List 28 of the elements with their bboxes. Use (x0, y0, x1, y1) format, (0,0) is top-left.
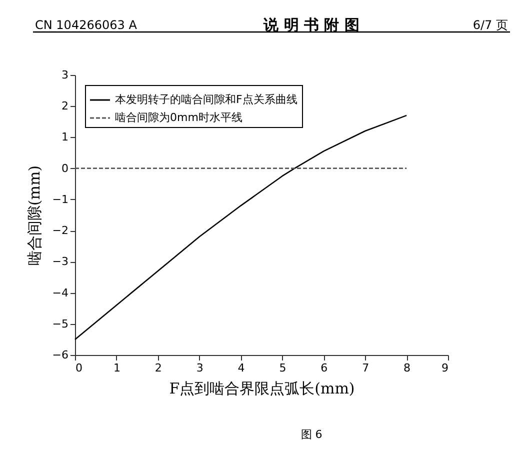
x-axis-title: F点到啮合界限点弧长(mm) (169, 380, 355, 398)
y-tick-label: 0 (62, 162, 68, 175)
legend-label: 本发明转子的啮合间隙和F点关系曲线 (115, 93, 298, 106)
y-tick-label: 1 (62, 130, 68, 144)
x-tick-label: 6 (320, 362, 328, 374)
y-tick-label: 3 (62, 68, 68, 82)
text: 说 明 书 附 图 (262, 16, 360, 34)
x-tick-label: 2 (154, 362, 162, 374)
text: 6/7 页 (472, 18, 508, 32)
y-tick-label: −5 (52, 317, 68, 330)
x-tick-label: 9 (442, 362, 448, 374)
x-tick-label: 8 (404, 362, 411, 374)
y-tick-label: −3 (52, 255, 68, 268)
x-tick-label: 7 (362, 362, 370, 374)
x-tick-label: 1 (113, 362, 120, 374)
legend-label: 啮合间隙为0mm时水平线 (115, 111, 242, 124)
y-tick-label: −6 (52, 348, 68, 362)
y-tick-label: −4 (52, 286, 68, 300)
y-tick-label: −1 (52, 192, 68, 206)
x-tick-label: 3 (196, 362, 204, 374)
text: CN 104266063 A (35, 18, 138, 32)
caption: 图 6 (300, 428, 322, 441)
y-tick-label: −2 (52, 224, 68, 238)
x-tick-label: 0 (76, 362, 82, 374)
y-axis-title: 啮合间隙(mm) (25, 165, 44, 266)
y-tick-label: 2 (62, 100, 68, 113)
x-tick-label: 4 (238, 362, 245, 374)
x-tick-label: 5 (279, 362, 286, 374)
